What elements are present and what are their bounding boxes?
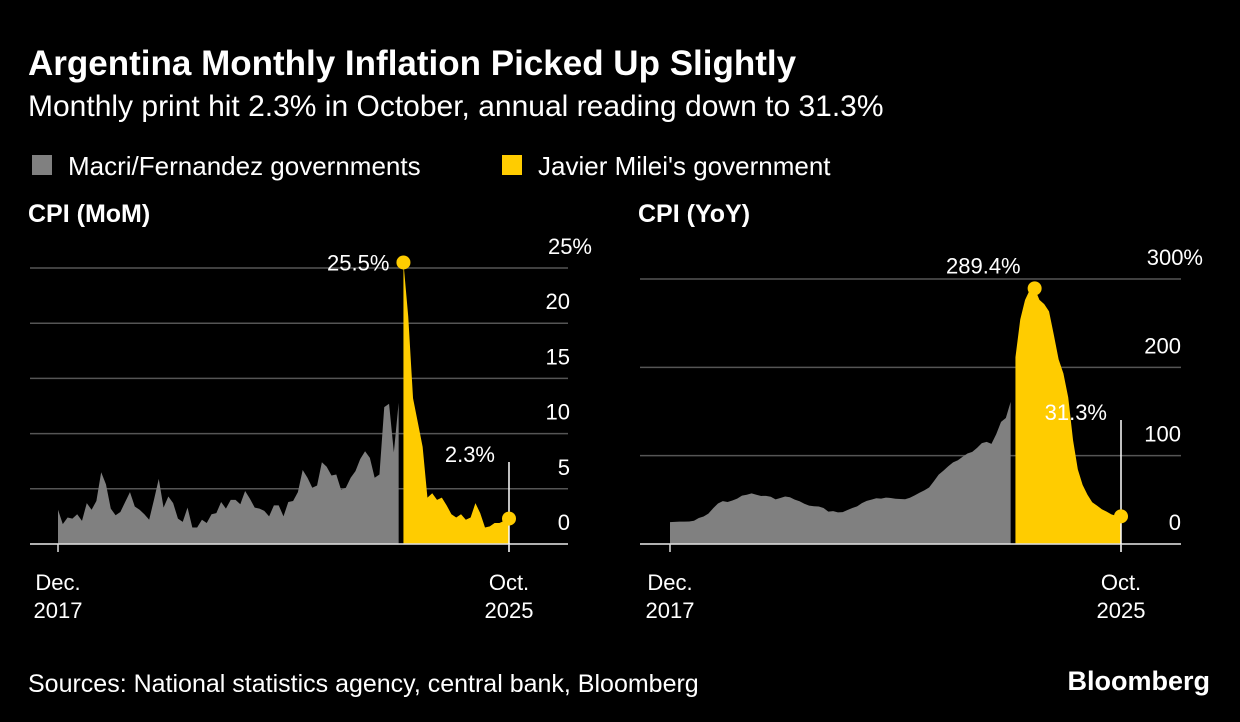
panel-title: CPI (MoM) (28, 200, 150, 228)
value-label: 289.4% (946, 253, 1021, 278)
x-tick-label: Oct. 2025 (1097, 570, 1146, 623)
x-tick-label-line: Dec. (647, 570, 692, 595)
x-tick-label: Dec. 2017 (646, 570, 695, 623)
subtitle: Monthly print hit 2.3% in October, annua… (28, 90, 884, 123)
point (1114, 509, 1128, 524)
value-label: 25.5% (327, 250, 389, 275)
y-tick-label: 15 (546, 344, 570, 369)
x-tick-label-line: 2017 (646, 598, 695, 623)
x-tick-label-line: 2025 (1097, 598, 1146, 623)
area (58, 402, 399, 544)
legend-label: Macri/Fernandez governments (68, 151, 421, 181)
legend-label: Javier Milei's government (538, 151, 831, 181)
point (1027, 281, 1042, 296)
y-tick-label: 0 (1169, 510, 1181, 535)
legend-swatch (502, 155, 522, 175)
source: Sources: National statistics agency, cen… (28, 670, 699, 698)
x-tick-label-line: Dec. (35, 570, 80, 595)
value-label: 2.3% (445, 442, 495, 467)
legend-swatch (32, 155, 52, 175)
y-tick-label: 5 (558, 455, 570, 480)
y-tick-label: 200 (1144, 333, 1181, 358)
area (1015, 288, 1121, 544)
title: Argentina Monthly Inflation Picked Up Sl… (28, 44, 797, 83)
y-tick-label: 0 (558, 510, 570, 535)
area (403, 262, 509, 544)
point (396, 255, 411, 270)
point (502, 511, 516, 526)
y-tick-label: 25% (548, 234, 592, 259)
area (670, 401, 1011, 544)
x-tick-label-line: Oct. (489, 570, 529, 595)
x-tick-label-line: 2025 (485, 598, 534, 623)
y-tick-label: 20 (546, 289, 570, 314)
x-tick-label: Dec. 2017 (34, 570, 83, 623)
x-tick-label: Oct. 2025 (485, 570, 534, 623)
x-tick-label-line: Oct. (1101, 570, 1141, 595)
brand: Bloomberg (1067, 666, 1210, 696)
y-tick-label: 300% (1147, 245, 1203, 270)
value-label: 31.3% (1045, 400, 1107, 425)
y-tick-label: 10 (546, 400, 570, 425)
y-tick-label: 100 (1144, 422, 1181, 447)
x-tick-label-line: 2017 (34, 598, 83, 623)
panel-title: CPI (YoY) (638, 200, 750, 228)
